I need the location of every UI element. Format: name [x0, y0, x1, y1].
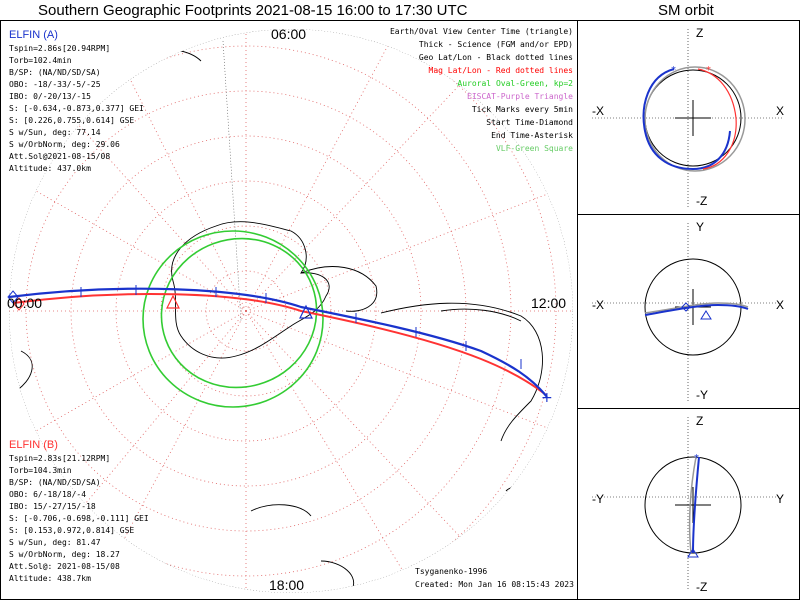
axis-label-top: Z	[696, 27, 703, 39]
sm-panel-xy: Y -Y -X X	[578, 215, 799, 409]
elfin-b-line: S w/OrbNorm, deg: 18.27	[9, 550, 149, 559]
legend-item: Mag Lat/Lon - Red dotted lines	[390, 66, 573, 75]
page-title: Southern Geographic Footprints 2021-08-1…	[38, 3, 467, 18]
elfin-a-line: S w/OrbNorm, deg: 29.06	[9, 140, 144, 149]
elfin-a-line: Torb=102.4min	[9, 56, 144, 65]
axis-label-top: Y	[696, 221, 704, 233]
elfin-a-line: Tspin=2.86s[20.94RPM]	[9, 44, 144, 53]
legend-item: Geo Lat/Lon - Black dotted lines	[390, 53, 573, 62]
legend-item: Start Time-Diamond	[390, 118, 573, 127]
sm-plot-yz: *	[578, 409, 799, 599]
axis-label-right: X	[776, 105, 784, 117]
elfin-a-line: S w/Sun, deg: 77.14	[9, 128, 144, 137]
axis-label-right: Y	[776, 493, 784, 505]
elfin-b-line: OBO: 6/-18/18/-4	[9, 490, 149, 499]
elfin-a-line: B/SP: (NA/ND/SD/SA)	[9, 68, 144, 77]
elfin-b-title: ELFIN (B)	[9, 439, 149, 451]
elfin-b-line: S w/Sun, deg: 81.47	[9, 538, 149, 547]
svg-text:*: *	[706, 65, 711, 76]
credits: Tsyganenko-1996 Created: Mon Jan 16 08:1…	[415, 567, 574, 589]
svg-text:*: *	[694, 453, 699, 464]
axis-label-bottom: -Z	[696, 195, 707, 207]
time-label-right: 12:00	[531, 296, 566, 310]
elfin-b-line: Att.Sol@: 2021-08-15/08	[9, 562, 149, 571]
axis-label-bottom: -Z	[696, 581, 707, 593]
sm-orbit-column: * * Z -Z -X X Y -Y -X X	[577, 20, 800, 600]
legend-item: Tick Marks every 5min	[390, 105, 573, 114]
elfin-a-line: S: [-0.634,-0.873,0.377] GEI	[9, 104, 144, 113]
sm-orbit-title: SM orbit	[658, 3, 714, 18]
footprint-map-panel: + 06:00 00:00 12:00 18:00 Earth/Oval Vie…	[0, 20, 578, 600]
legend-item: EISCAT-Purple Triangle	[390, 92, 573, 101]
elfin-b-line: Torb=104.3min	[9, 466, 149, 475]
axis-label-top: Z	[696, 415, 703, 427]
sm-plot-xz: * *	[578, 21, 799, 215]
axis-label-left: -X	[592, 299, 604, 311]
elfin-b-line: Tspin=2.83s[21.12RPM]	[9, 454, 149, 463]
time-label-bottom: 18:00	[269, 578, 304, 592]
axis-label-bottom: -Y	[696, 389, 708, 401]
legend-item: VLF-Green Square	[390, 144, 573, 153]
legend-item: End Time-Asterisk	[390, 131, 573, 140]
time-label-top: 06:00	[271, 27, 306, 41]
elfin-b-line: S: [-0.706,-0.698,-0.111] GEI	[9, 514, 149, 523]
elfin-b-center-triangle	[167, 296, 179, 308]
elfin-b-line: IBO: 15/-27/15/-18	[9, 502, 149, 511]
time-label-left: 00:00	[7, 296, 42, 310]
elfin-b-line: S: [0.153,0.972,0.814] GSE	[9, 526, 149, 535]
legend-item: Thick - Science (FGM and/or EPD)	[390, 40, 573, 49]
axis-label-left: -X	[592, 105, 604, 117]
svg-text:*: *	[671, 65, 676, 76]
created-timestamp: Created: Mon Jan 16 08:15:43 2023	[415, 580, 574, 589]
elfin-a-line: Att.Sol@2021-08-15/08	[9, 152, 144, 161]
elfin-a-line: Altitude: 437.0km	[9, 164, 144, 173]
axis-label-left: -Y	[592, 493, 604, 505]
elfin-b-line: Altitude: 438.7km	[9, 574, 149, 583]
elfin-b-line: B/SP: (NA/ND/SD/SA)	[9, 478, 149, 487]
elfin-a-line: IBO: 0/-20/13/-15	[9, 92, 144, 101]
elfin-a-end-asterisk: +	[541, 390, 553, 406]
legend-item: Earth/Oval View Center Time (triangle)	[390, 27, 573, 36]
axis-label-right: X	[776, 299, 784, 311]
elfin-a-info: ELFIN (A) Tspin=2.86s[20.94RPM] Torb=102…	[9, 29, 144, 176]
elfin-b-info: ELFIN (B) Tspin=2.83s[21.12RPM] Torb=104…	[9, 439, 149, 586]
sm-panel-xz: * * Z -Z -X X	[578, 21, 799, 215]
elfin-a-line: S: [0.226,0.755,0.614] GSE	[9, 116, 144, 125]
elfin-a-title: ELFIN (A)	[9, 29, 144, 41]
sm-panel-yz: * Z -Z -Y Y	[578, 409, 799, 599]
elfin-a-line: OBO: -18/-33/-5/-25	[9, 80, 144, 89]
map-legend: Earth/Oval View Center Time (triangle) T…	[390, 27, 573, 157]
model-credit: Tsyganenko-1996	[415, 567, 574, 576]
legend-item: Auroral Oval-Green, kp=2	[390, 79, 573, 88]
sm-plot-xy	[578, 215, 799, 409]
